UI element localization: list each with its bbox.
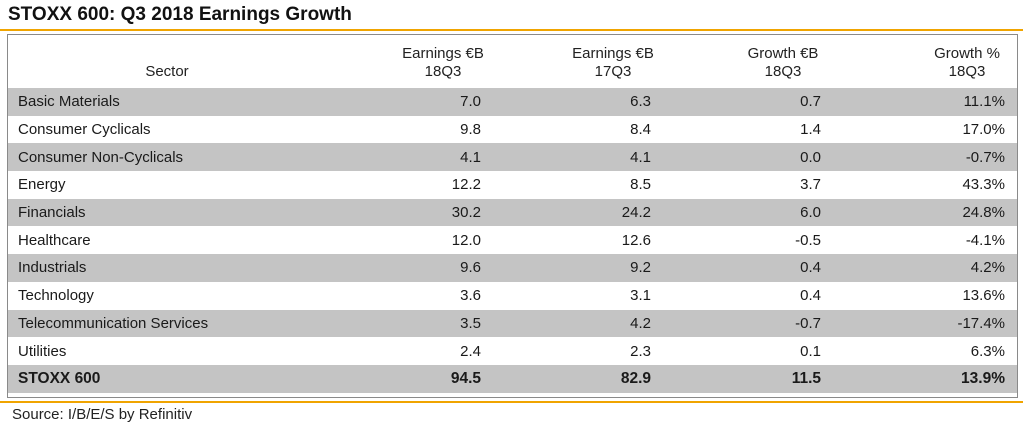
table-row: Consumer Non-Cyclicals 4.1 4.1 0.0 -0.7% bbox=[8, 143, 1017, 172]
table-row: Consumer Cyclicals 9.8 8.4 1.4 17.0% bbox=[8, 116, 1017, 144]
value-cell: 1.4 bbox=[800, 121, 821, 139]
header-period-4: 18Q3 bbox=[833, 63, 1017, 88]
header-period-1: 18Q3 bbox=[326, 63, 493, 88]
table-row: Technology 3.6 3.1 0.4 13.6% bbox=[8, 282, 1017, 310]
value-cell: 3.7 bbox=[800, 176, 821, 194]
value-cell: 12.6 bbox=[621, 231, 651, 249]
value-cell: 3.5 bbox=[326, 309, 493, 338]
header-earnings-17q3-label: Earnings €B bbox=[572, 45, 654, 62]
total-row: STOXX 600 94.5 82.9 11.5 13.9% bbox=[8, 364, 1017, 393]
header-period-3-label: 18Q3 bbox=[764, 63, 802, 80]
value-cell: 4.2 bbox=[493, 309, 663, 338]
header-growth-pct-label: Growth % bbox=[934, 45, 1000, 62]
sector-cell: Telecommunication Services bbox=[8, 309, 326, 338]
value-cell: 8.5 bbox=[630, 176, 651, 194]
table-row: Telecommunication Services 3.5 4.2 -0.7 -17.… bbox=[8, 309, 1017, 338]
value-cell: 43.3% bbox=[962, 176, 1005, 194]
table-row: Healthcare 12.0 12.6 -0.5 -4.1% bbox=[8, 226, 1017, 254]
value-cell: -0.7 bbox=[663, 309, 833, 338]
table-row: Industrials 9.6 9.2 0.4 4.2% bbox=[8, 254, 1017, 282]
top-accent-rule bbox=[0, 29, 1023, 31]
header-growth-eur-label: Growth €B bbox=[747, 45, 819, 62]
value-cell: 8.4 bbox=[630, 121, 651, 139]
value-cell: 4.1 bbox=[493, 143, 663, 172]
value-cell: 13.9% bbox=[833, 364, 1017, 393]
value-cell: 0.4 bbox=[800, 287, 821, 305]
table-row: Utilities 2.4 2.3 0.1 6.3% bbox=[8, 337, 1017, 365]
header-period-1-label: 18Q3 bbox=[424, 63, 462, 80]
value-cell: 9.6 bbox=[326, 254, 493, 282]
value-cell: 3.1 bbox=[630, 287, 651, 305]
value-cell: 4.1 bbox=[326, 143, 493, 172]
sector-cell: Industrials bbox=[8, 254, 326, 282]
table-row: Financials 30.2 24.2 6.0 24.8% bbox=[8, 198, 1017, 227]
value-cell: 6.0 bbox=[663, 198, 833, 227]
value-cell: 12.2 bbox=[451, 176, 481, 194]
sector-cell: STOXX 600 bbox=[8, 364, 326, 393]
value-cell: -0.7% bbox=[833, 143, 1017, 172]
value-cell: 0.1 bbox=[800, 342, 821, 360]
header-earnings-17q3: Earnings €B bbox=[493, 35, 663, 63]
header-row-1: Earnings €B Earnings €B Growth €B Growth… bbox=[8, 35, 1017, 63]
value-cell: 94.5 bbox=[326, 364, 493, 393]
header-period-4-label: 18Q3 bbox=[948, 63, 986, 80]
header-growth-pct: Growth % bbox=[833, 35, 1017, 63]
value-cell: 3.6 bbox=[460, 287, 481, 305]
value-cell: 17.0% bbox=[962, 121, 1005, 139]
sector-cell: Consumer Non-Cyclicals bbox=[8, 143, 326, 172]
sector-cell: Technology bbox=[18, 287, 94, 305]
value-cell: 11.5 bbox=[663, 364, 833, 393]
value-cell: 7.0 bbox=[326, 88, 493, 116]
value-cell: 0.0 bbox=[663, 143, 833, 172]
header-period-3: 18Q3 bbox=[663, 63, 833, 88]
header-earnings-18q3-label: Earnings €B bbox=[402, 45, 484, 62]
source-note: Source: I/B/E/S by Refinitiv bbox=[12, 406, 193, 423]
value-cell: 24.8% bbox=[833, 198, 1017, 227]
bottom-accent-rule bbox=[0, 401, 1023, 403]
value-cell: 12.0 bbox=[451, 231, 481, 249]
table-row: Basic Materials 7.0 6.3 0.7 11.1% bbox=[8, 88, 1017, 116]
value-cell: -0.5 bbox=[795, 231, 821, 249]
sector-cell: Energy bbox=[18, 176, 66, 194]
value-cell: 82.9 bbox=[493, 364, 663, 393]
value-cell: 24.2 bbox=[493, 198, 663, 227]
sector-cell: Utilities bbox=[18, 342, 67, 360]
header-earnings-18q3: Earnings €B bbox=[326, 35, 493, 63]
value-cell: 0.4 bbox=[663, 254, 833, 282]
header-period-2: 17Q3 bbox=[493, 63, 663, 88]
value-cell: 9.8 bbox=[460, 121, 481, 139]
value-cell: 9.2 bbox=[493, 254, 663, 282]
table-body: Basic Materials 7.0 6.3 0.7 11.1% Consumer Cy… bbox=[8, 88, 1017, 393]
earnings-table: Earnings €B Earnings €B Growth €B Growth… bbox=[8, 35, 1017, 393]
sector-cell: Healthcare bbox=[18, 231, 91, 249]
value-cell: 4.2% bbox=[833, 254, 1017, 282]
value-cell: -17.4% bbox=[833, 309, 1017, 338]
value-cell: 30.2 bbox=[326, 198, 493, 227]
header-period-2-label: 17Q3 bbox=[594, 63, 632, 80]
header-row-2: Sector 18Q3 17Q3 18Q3 18Q3 bbox=[8, 63, 1017, 88]
value-cell: 2.4 bbox=[460, 342, 481, 360]
value-cell: 6.3 bbox=[493, 88, 663, 116]
sector-cell: Basic Materials bbox=[8, 88, 326, 116]
value-cell: 2.3 bbox=[630, 342, 651, 360]
value-cell: 13.6% bbox=[962, 287, 1005, 305]
header-growth-eur: Growth €B bbox=[663, 35, 833, 63]
page-title: STOXX 600: Q3 2018 Earnings Growth bbox=[8, 4, 352, 25]
value-cell: 11.1% bbox=[833, 88, 1017, 116]
value-cell: 6.3% bbox=[970, 342, 1005, 360]
value-cell: 0.7 bbox=[663, 88, 833, 116]
sector-cell: Consumer Cyclicals bbox=[18, 121, 151, 139]
sector-cell: Financials bbox=[8, 198, 326, 227]
header-sector: Sector bbox=[145, 63, 189, 80]
header-sector-line1 bbox=[8, 35, 326, 63]
table-row: Energy 12.2 8.5 3.7 43.3% bbox=[8, 171, 1017, 199]
value-cell: -4.1% bbox=[965, 231, 1005, 249]
